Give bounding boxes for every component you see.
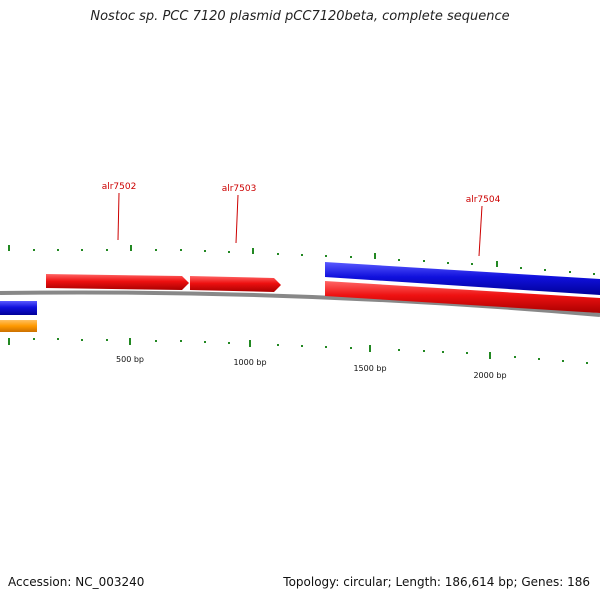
ruler-label: 2000 bp [473,371,506,380]
tick-mark [129,338,131,345]
tick-mark [228,342,230,344]
gene-arrow-alr7504[interactable] [325,281,600,313]
tick-mark [569,271,571,273]
tick-mark [489,352,491,359]
tick-mark [228,251,230,253]
gene-arrow-alr7503[interactable] [190,276,281,292]
tick-mark [180,340,182,342]
tick-mark [106,249,108,251]
tick-mark [301,345,303,347]
leader-line [235,194,239,244]
inner-tick-row [8,338,588,364]
tick-mark [301,254,303,256]
tick-mark [81,339,83,341]
tick-mark [81,249,83,251]
leader-line [478,205,483,257]
tick-mark [180,249,182,251]
tick-mark [8,338,10,345]
tick-mark [520,267,522,269]
tick-mark [423,350,425,352]
gene-arrow-alr7502[interactable] [46,274,189,290]
tick-mark [252,248,254,254]
tick-mark [57,338,59,340]
tick-mark [496,261,498,267]
tick-mark [325,346,327,348]
tick-mark [33,249,35,251]
gene-label-leaders [117,192,483,257]
leader-line [117,192,120,241]
tick-mark [586,362,588,364]
summary-text: Topology: circular; Length: 186,614 bp; … [283,575,590,589]
tick-mark [398,349,400,351]
gene-label-alr7502[interactable]: alr7502 [102,182,137,192]
accession-text: Accession: NC_003240 [8,575,145,589]
tick-mark [398,259,400,261]
tick-mark [447,262,449,264]
tick-mark [562,360,564,362]
tick-mark [249,340,251,347]
tick-mark [277,344,279,346]
orange-feature-left[interactable] [0,320,37,332]
tick-mark [466,352,468,354]
gene-label-alr7504[interactable]: alr7504 [466,195,501,205]
tick-mark [544,269,546,271]
tick-mark [204,341,206,343]
tick-mark [33,338,35,340]
tick-mark [538,358,540,360]
outer-tick-row [8,245,595,275]
tick-mark [514,356,516,358]
tick-mark [130,245,132,251]
tick-mark [155,340,157,342]
tick-mark [155,249,157,251]
tick-mark [442,351,444,353]
reverse-strand-gene-right[interactable] [325,262,600,295]
tick-mark [374,253,376,259]
tick-mark [325,255,327,257]
tick-mark [57,249,59,251]
tick-mark [204,250,206,252]
reverse-strand-feature-left[interactable] [0,301,37,315]
ruler-label: 1000 bp [233,358,266,367]
gene-label-alr7503[interactable]: alr7503 [222,184,257,194]
tick-mark [350,347,352,349]
tick-mark [350,256,352,258]
ruler-label: 500 bp [116,355,144,364]
ruler-label: 1500 bp [353,364,386,373]
tick-mark [106,339,108,341]
tick-mark [369,345,371,352]
map-title: Nostoc sp. PCC 7120 plasmid pCC7120beta,… [90,9,510,24]
tick-mark [277,253,279,255]
tick-mark [471,263,473,265]
tick-mark [8,245,10,251]
tick-mark [593,273,595,275]
plasmid-backbone [0,290,600,317]
tick-mark [423,260,425,262]
